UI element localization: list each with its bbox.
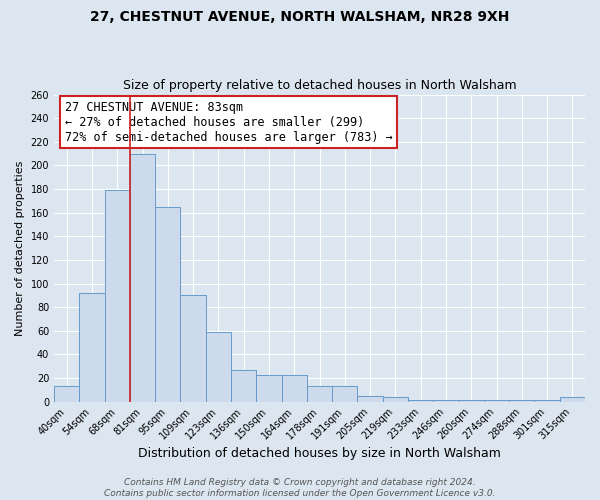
- Title: Size of property relative to detached houses in North Walsham: Size of property relative to detached ho…: [123, 79, 517, 92]
- Bar: [206, 332, 231, 402]
- X-axis label: Distribution of detached houses by size in North Walsham: Distribution of detached houses by size …: [138, 447, 501, 460]
- Bar: [433, 400, 458, 402]
- Bar: [79, 293, 104, 402]
- Bar: [535, 400, 560, 402]
- Text: Contains HM Land Registry data © Crown copyright and database right 2024.
Contai: Contains HM Land Registry data © Crown c…: [104, 478, 496, 498]
- Bar: [509, 400, 535, 402]
- Bar: [256, 374, 281, 402]
- Bar: [332, 386, 358, 402]
- Bar: [383, 397, 408, 402]
- Bar: [484, 400, 509, 402]
- Bar: [458, 400, 484, 402]
- Bar: [54, 386, 79, 402]
- Bar: [560, 397, 585, 402]
- Text: 27, CHESTNUT AVENUE, NORTH WALSHAM, NR28 9XH: 27, CHESTNUT AVENUE, NORTH WALSHAM, NR28…: [91, 10, 509, 24]
- Y-axis label: Number of detached properties: Number of detached properties: [15, 160, 25, 336]
- Bar: [155, 207, 181, 402]
- Bar: [307, 386, 332, 402]
- Bar: [231, 370, 256, 402]
- Bar: [358, 396, 383, 402]
- Bar: [130, 154, 155, 402]
- Bar: [408, 400, 433, 402]
- Bar: [181, 296, 206, 402]
- Bar: [104, 190, 130, 402]
- Text: 27 CHESTNUT AVENUE: 83sqm
← 27% of detached houses are smaller (299)
72% of semi: 27 CHESTNUT AVENUE: 83sqm ← 27% of detac…: [65, 100, 392, 144]
- Bar: [281, 374, 307, 402]
